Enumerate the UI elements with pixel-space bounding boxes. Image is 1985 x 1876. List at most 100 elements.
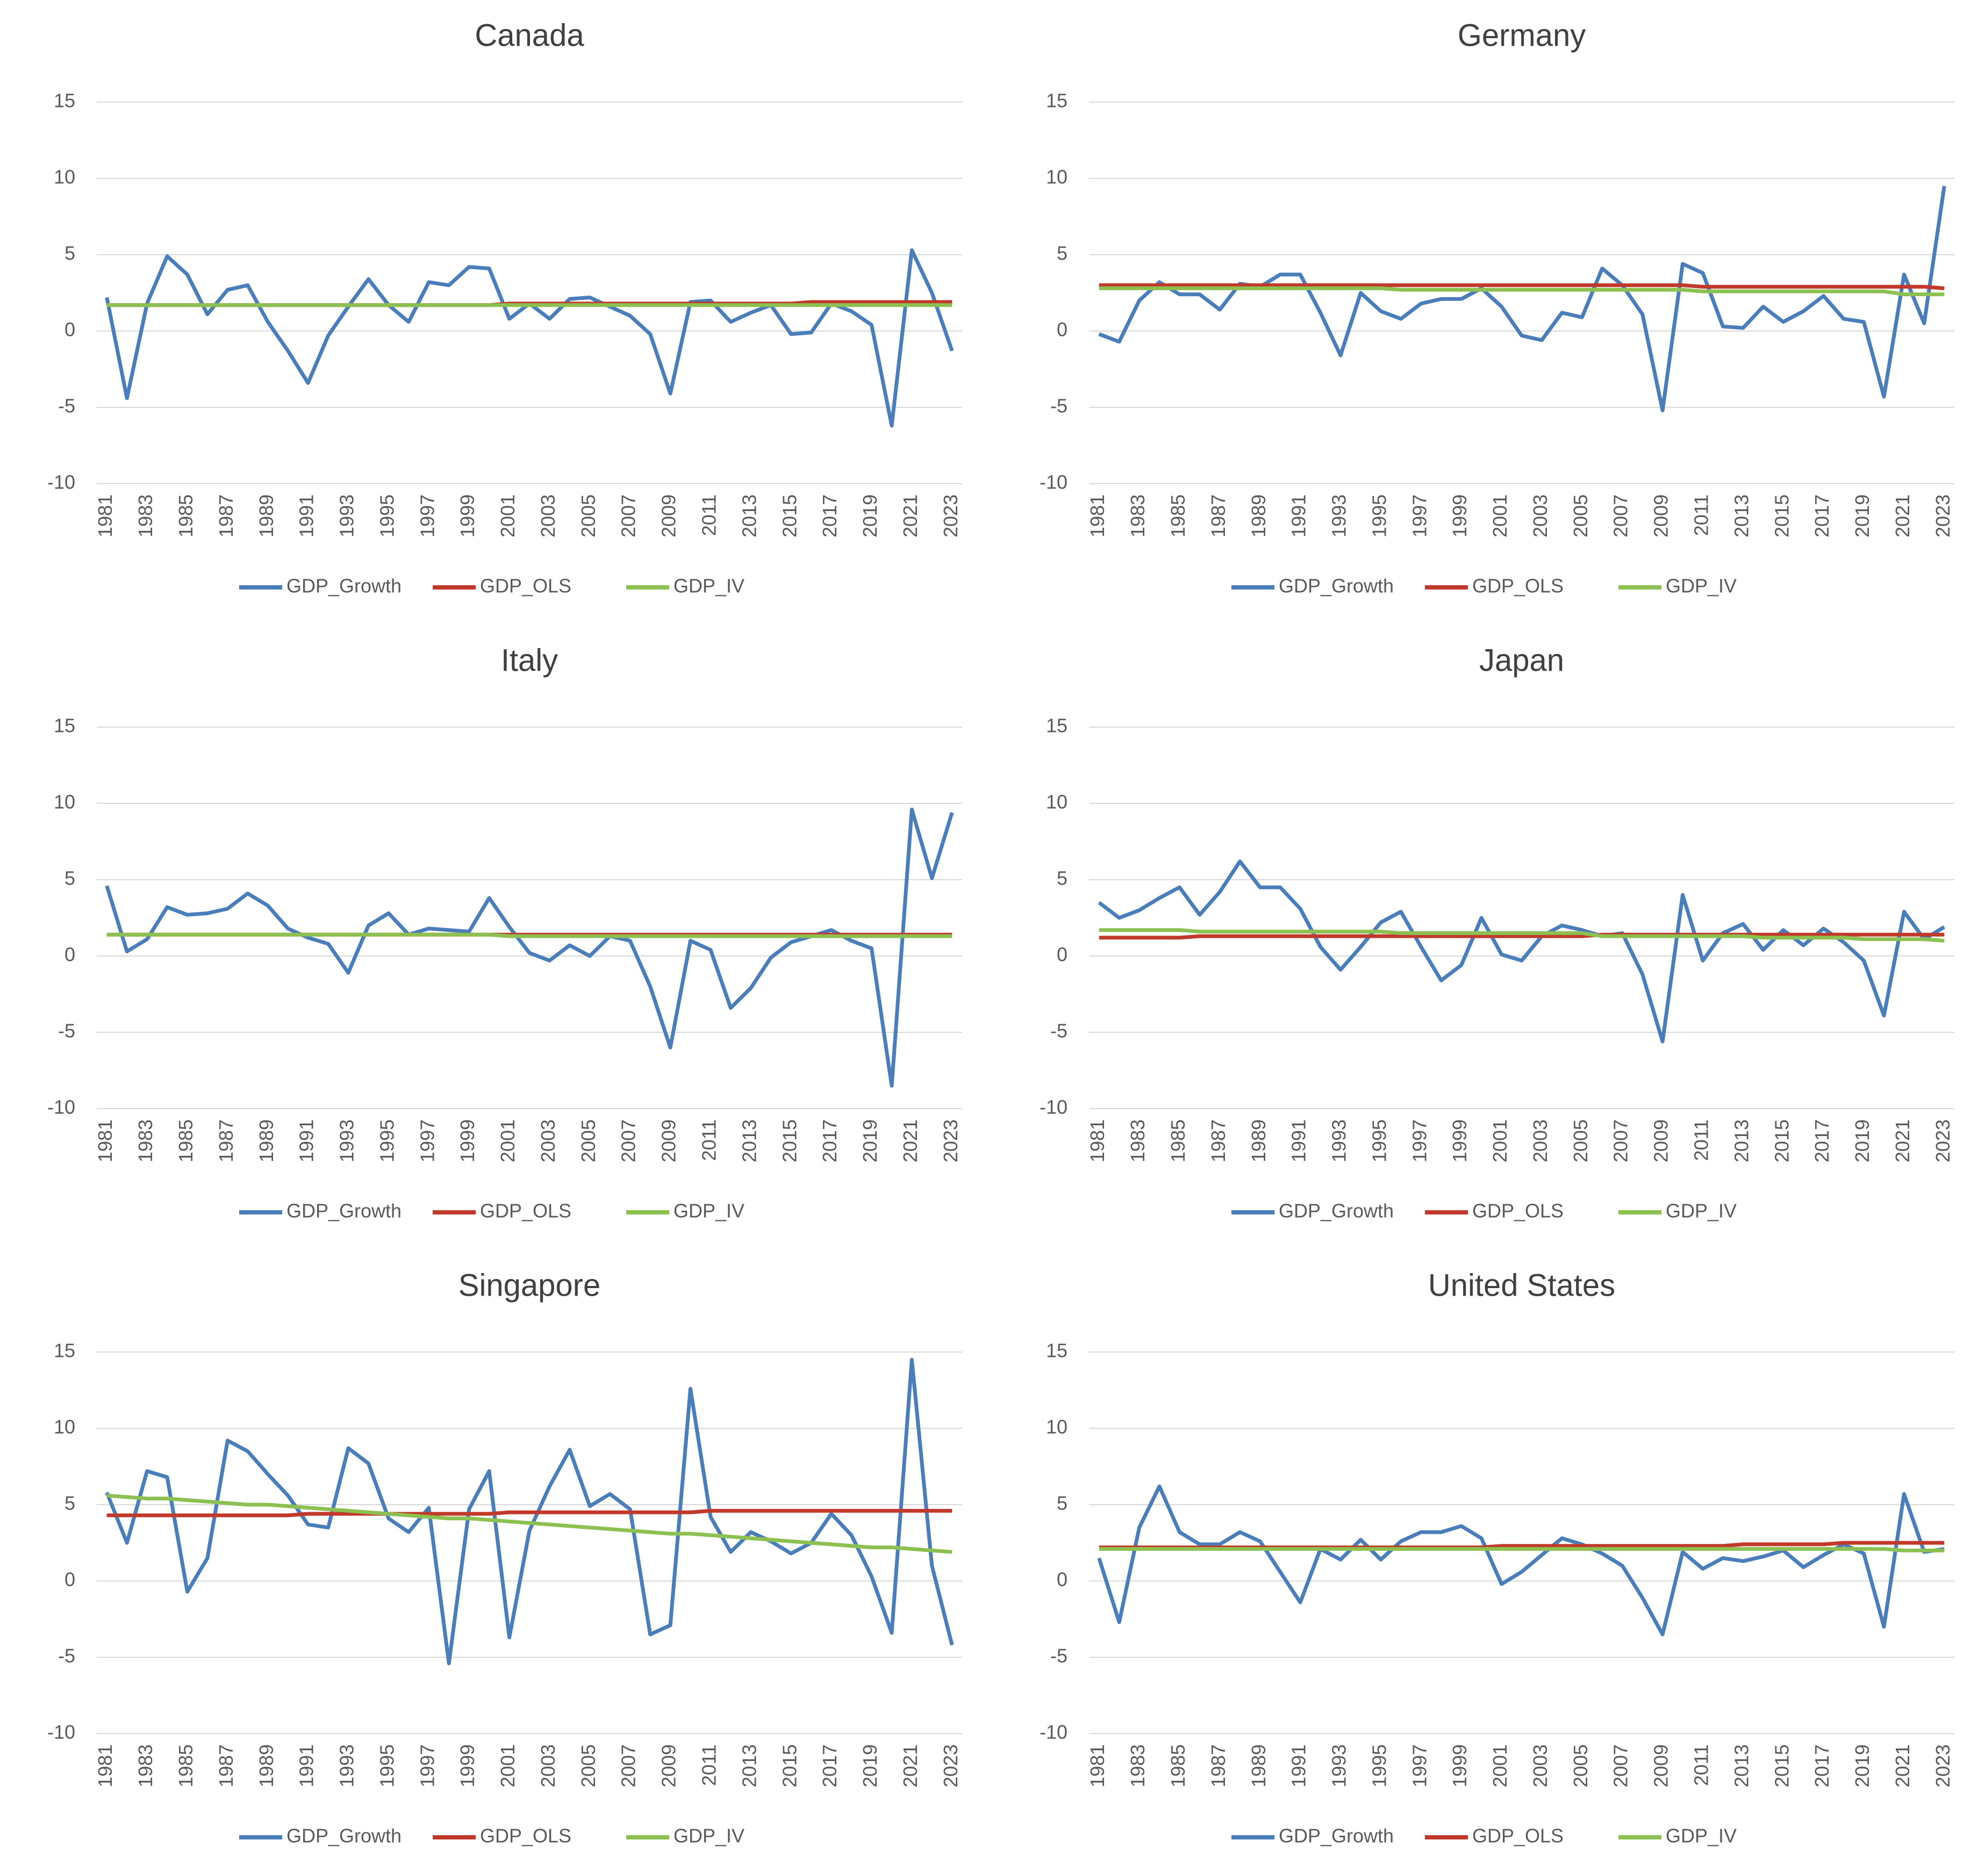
x-tick-label: 2023 [940,1119,962,1162]
x-tick-label: 1995 [1368,494,1390,537]
legend-label: GDP_Growth [1279,575,1394,597]
x-tick-label: 1999 [1449,1119,1471,1162]
line-chart: Italy -10 -5 0 5 10 15 1981 1983 1985 1987 1989 1991… [47,643,962,1222]
x-tick-label: 1991 [296,1119,318,1162]
y-tick-label: 15 [1046,1340,1067,1362]
legend-label: GDP_Growth [1279,1825,1394,1847]
data-line [106,1508,952,1518]
chart-title: Italy [501,643,558,678]
chart-title: Canada [475,18,584,53]
x-tick-label: 1999 [1449,494,1471,537]
x-tick-label: 1991 [296,494,318,537]
legend-label: GDP_IV [673,1825,744,1847]
y-tick-label: 10 [54,791,75,813]
legend-label: GDP_IV [1666,575,1737,597]
data-line [1099,1541,1945,1549]
x-tick-label: 1995 [376,1119,398,1162]
x-tick-label: 1987 [1207,1744,1229,1787]
x-tick-label: 1985 [1167,1119,1189,1162]
x-tick-label: 1993 [1328,1119,1350,1162]
y-tick-label: 5 [1057,867,1067,889]
y-tick-label: -10 [47,1721,75,1743]
x-tick-label: 1993 [1328,494,1350,537]
x-tick-label: 2017 [1811,494,1833,537]
data-line [1099,1547,1945,1552]
x-tick-label: 2013 [1730,494,1752,537]
x-tick-label: 2019 [1851,1744,1873,1787]
x-tick-label: 1985 [175,1744,197,1787]
x-tick-label: 1981 [1086,1119,1108,1162]
y-tick-label: 0 [65,319,75,341]
x-tick-label: 1987 [215,1744,237,1787]
y-tick-label: 5 [65,867,75,889]
x-tick-label: 1989 [255,1744,277,1787]
x-tick-label: 2007 [1610,1119,1632,1162]
x-tick-label: 1989 [255,1119,277,1162]
x-tick-label: 1989 [1248,1119,1270,1162]
x-tick-label: 2009 [1650,1744,1672,1787]
x-tick-label: 2005 [1570,1119,1592,1162]
x-tick-label: 2005 [1570,1744,1592,1787]
x-tick-label: 1997 [1408,494,1430,537]
x-tick-label: 2015 [778,1744,800,1787]
chart-title: Singapore [458,1268,600,1303]
y-tick-label: -10 [47,1096,75,1118]
x-tick-label: 2015 [778,494,800,537]
x-tick-label: 1989 [255,494,277,537]
x-tick-label: 2019 [859,1119,881,1162]
x-tick-label: 2021 [899,1744,921,1787]
x-tick-label: 2003 [537,1119,559,1162]
legend-label: GDP_OLS [1472,575,1564,597]
x-tick-label: 2003 [537,1744,559,1787]
x-tick-label: 2017 [1811,1744,1833,1787]
legend-label: GDP_OLS [480,1825,571,1847]
x-tick-label: 1983 [1127,1119,1149,1162]
x-tick-label: 2009 [658,494,680,537]
x-tick-label: 1995 [376,1744,398,1787]
data-line [105,807,954,1088]
data-line [106,932,952,938]
line-chart: Japan -10 -5 0 5 10 15 1981 1983 1985 1987 1989 1991… [1040,643,1954,1222]
chart-title: Germany [1458,18,1586,53]
x-tick-label: 1997 [1408,1119,1430,1162]
x-tick-label: 2011 [698,1119,720,1161]
y-tick-label: 10 [54,166,75,188]
x-tick-label: 2015 [1771,494,1793,537]
y-tick-label: 5 [1057,242,1067,264]
x-tick-label: 1993 [336,1744,358,1787]
x-tick-label: 2019 [1851,1119,1873,1162]
x-tick-label: 1985 [175,494,197,537]
x-tick-label: 1997 [416,494,438,537]
x-tick-label: 2015 [1771,1744,1793,1787]
data-line [1099,286,1945,297]
line-chart: United States -10 -5 0 5 10 15 1981 1983 1985 1987… [1040,1268,1954,1847]
x-tick-label: 2003 [1529,1119,1551,1162]
data-line [1097,1484,1945,1636]
y-tick-label: -5 [1050,395,1067,417]
data-line [1099,928,1945,943]
x-tick-label: 2019 [859,494,881,537]
data-line [106,1493,952,1554]
y-tick-label: 0 [65,944,75,966]
y-tick-label: 0 [65,1569,75,1591]
x-tick-label: 1993 [336,1119,358,1162]
x-tick-label: 2023 [1932,494,1954,537]
x-tick-label: 2007 [618,494,640,537]
x-tick-label: 2013 [738,494,760,537]
legend-label: GDP_IV [1666,1825,1737,1847]
x-tick-label: 1991 [1288,1119,1310,1162]
x-tick-label: 2007 [1610,1744,1632,1787]
y-tick-label: 15 [54,1340,75,1362]
x-tick-label: 1983 [1127,1744,1149,1787]
y-tick-label: 10 [54,1416,75,1438]
x-tick-label: 1983 [1127,494,1149,537]
x-tick-label: 1983 [134,1744,156,1787]
x-tick-label: 1999 [456,1119,478,1162]
legend-label: GDP_IV [1666,1200,1737,1222]
x-tick-label: 2011 [1690,1119,1712,1161]
x-tick-label: 2023 [940,1744,962,1787]
x-tick-label: 2023 [1932,1744,1954,1787]
x-tick-label: 2011 [698,1744,720,1786]
legend-label: GDP_OLS [480,1200,571,1222]
x-tick-label: 1991 [1288,1744,1310,1787]
